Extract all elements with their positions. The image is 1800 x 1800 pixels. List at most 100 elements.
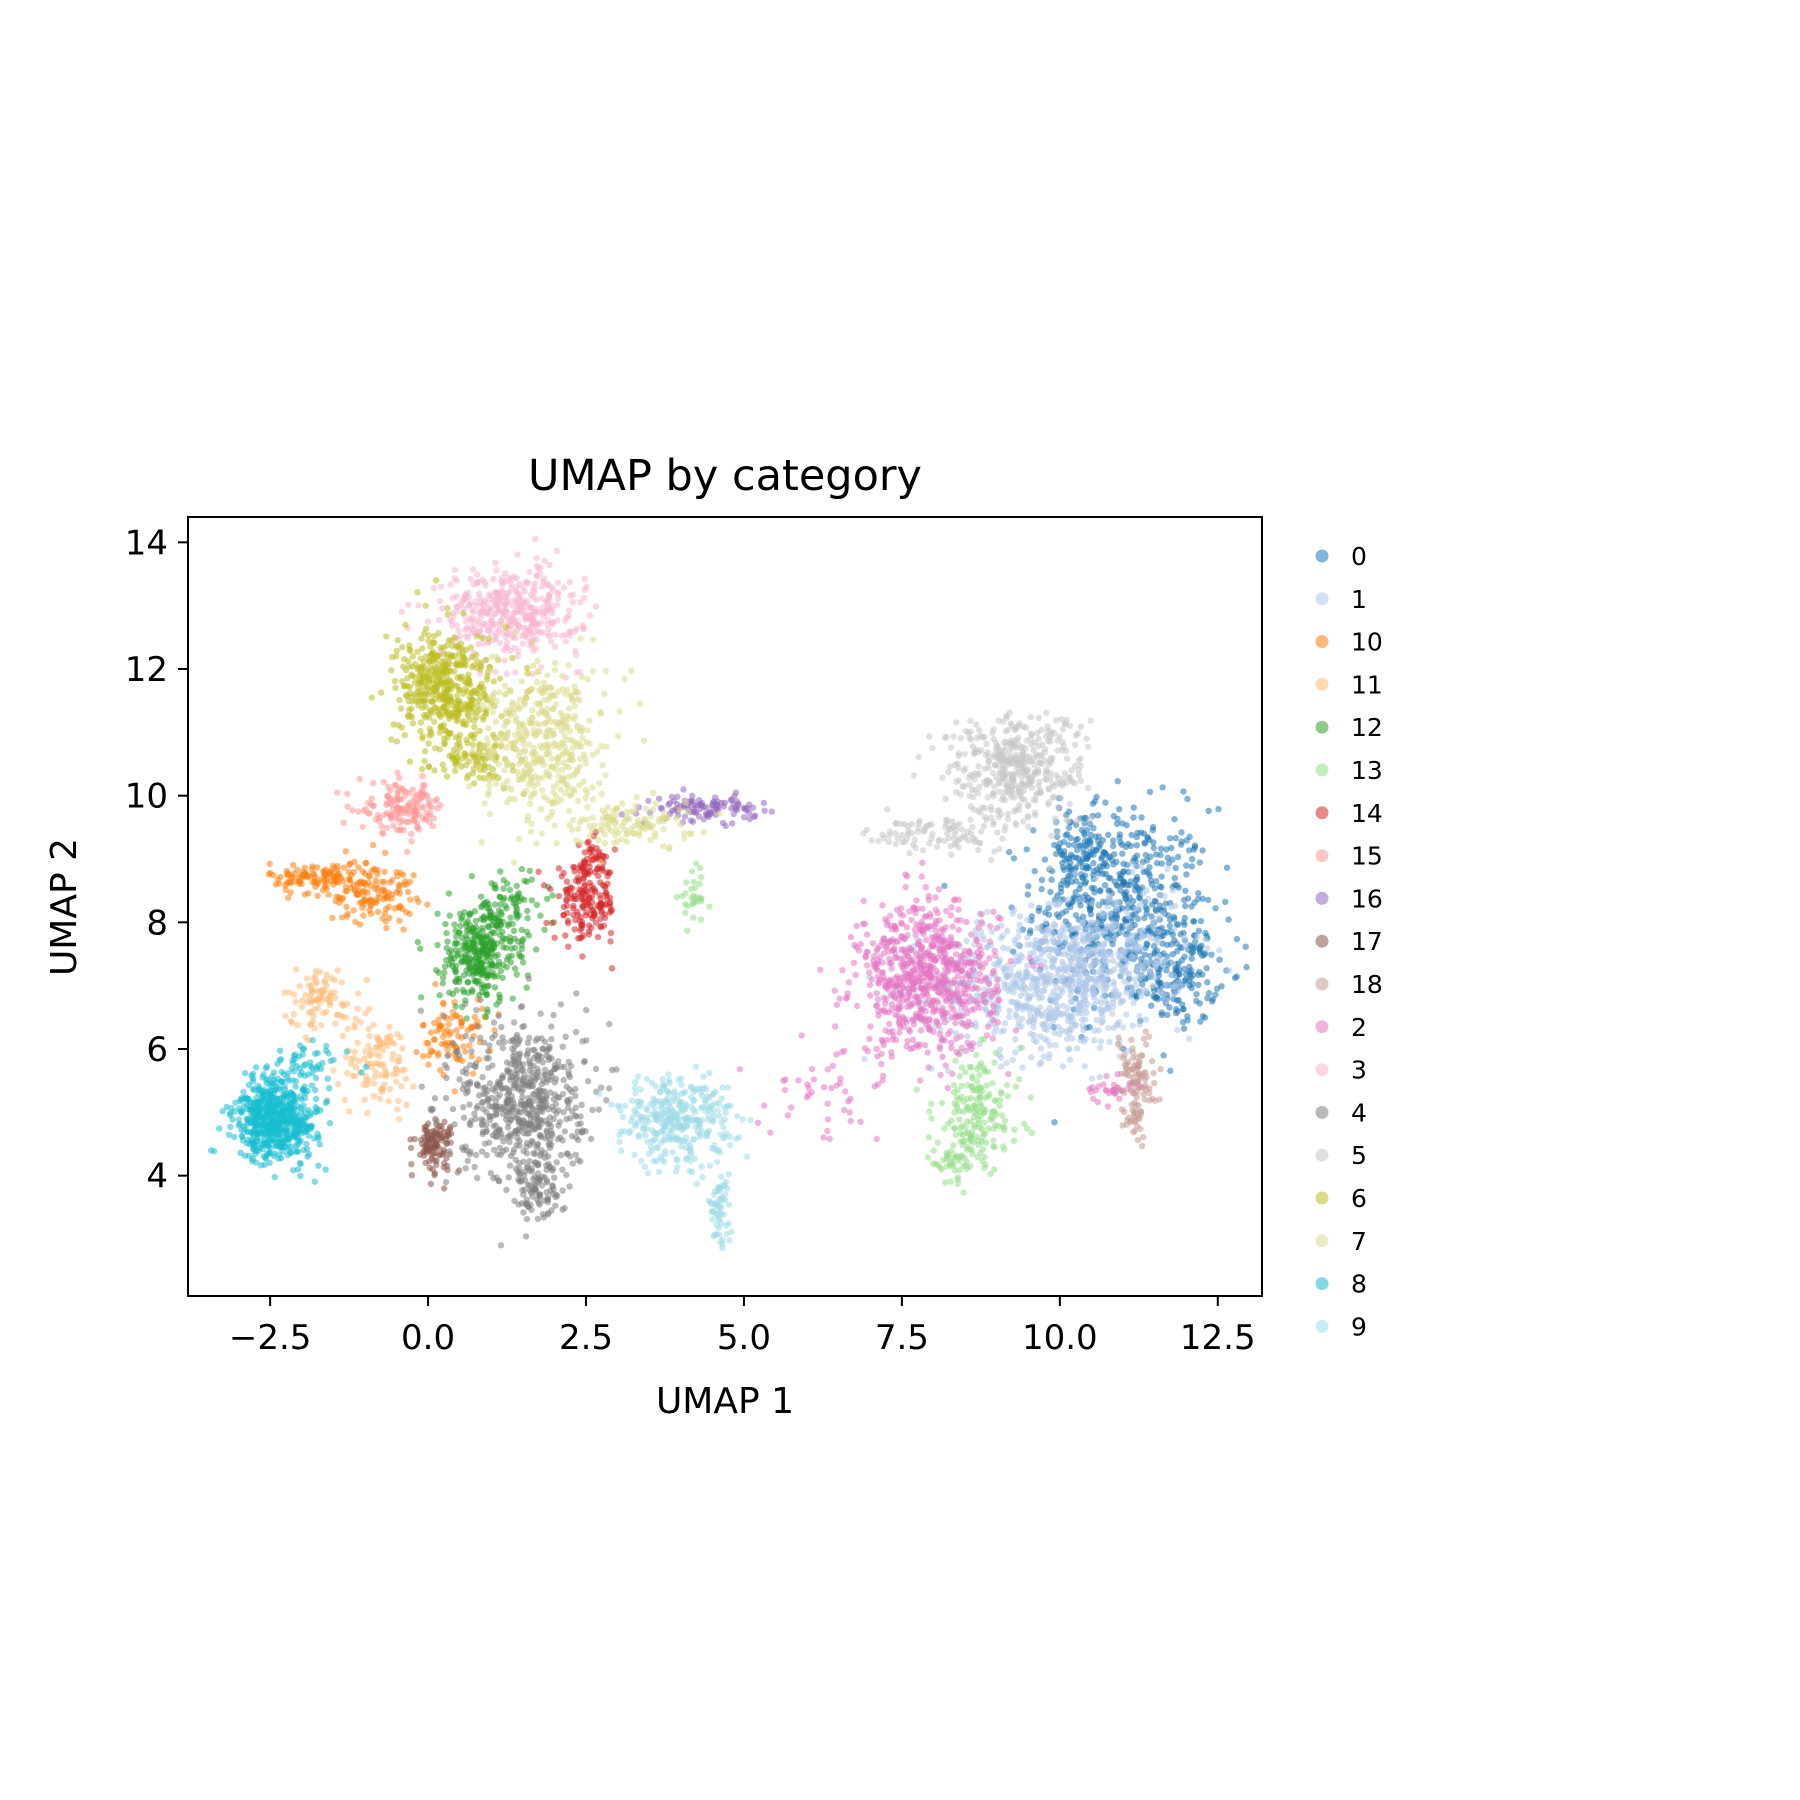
data-point (355, 1057, 363, 1065)
data-point (879, 959, 886, 966)
data-point (991, 1059, 998, 1066)
data-point (1024, 934, 1031, 941)
data-point (949, 1070, 956, 1078)
data-point (944, 1084, 951, 1092)
data-point (989, 970, 997, 977)
data-point (414, 824, 422, 831)
data-point (1105, 923, 1112, 931)
data-point (309, 1017, 317, 1025)
data-point (845, 1098, 852, 1105)
data-point (1067, 867, 1074, 875)
data-point (998, 1090, 1005, 1097)
data-point (934, 941, 941, 948)
data-point (509, 995, 516, 1002)
data-point (503, 577, 510, 585)
data-point (1105, 1024, 1112, 1032)
data-point (523, 984, 530, 991)
data-point (407, 896, 414, 903)
data-point (1110, 936, 1118, 943)
data-point (1098, 913, 1106, 920)
data-point (1140, 1090, 1147, 1098)
data-point (521, 588, 528, 595)
data-point (496, 918, 503, 925)
data-point (396, 917, 403, 924)
data-point (971, 1102, 979, 1110)
data-point (533, 901, 541, 909)
data-point (682, 890, 689, 897)
data-point (555, 865, 563, 872)
data-point (1205, 989, 1213, 997)
series-15-points (334, 769, 444, 855)
data-point (1028, 980, 1036, 987)
data-point (990, 1137, 997, 1144)
data-point (288, 1019, 296, 1026)
data-point (462, 1032, 469, 1040)
data-point (355, 990, 362, 997)
data-point (339, 894, 347, 902)
data-point (265, 871, 273, 878)
data-point (490, 575, 497, 583)
data-point (995, 914, 1002, 921)
data-point (866, 981, 874, 989)
data-point (1122, 922, 1130, 930)
data-point (362, 805, 369, 813)
data-point (964, 1143, 971, 1150)
data-point (1136, 1082, 1143, 1089)
data-point (979, 997, 986, 1004)
data-point (917, 1006, 925, 1014)
data-point (473, 1006, 480, 1014)
data-point (1085, 864, 1092, 871)
data-point (394, 1030, 401, 1038)
data-point (960, 1162, 967, 1170)
data-point (381, 849, 389, 856)
data-point (519, 959, 527, 966)
data-point (1172, 902, 1179, 910)
data-point (562, 638, 569, 645)
data-point (1080, 1026, 1087, 1034)
data-point (1115, 1034, 1122, 1041)
data-point (740, 805, 748, 812)
data-point (1119, 850, 1126, 857)
data-point (1198, 942, 1205, 949)
data-point (955, 926, 962, 934)
data-point (690, 914, 697, 921)
data-point (459, 986, 467, 994)
data-point (986, 938, 994, 945)
data-point (354, 1039, 361, 1046)
data-point (868, 976, 876, 983)
data-point (829, 1062, 837, 1070)
data-point (1188, 955, 1195, 962)
data-point (1100, 987, 1108, 994)
data-point (1106, 910, 1113, 918)
data-point (1172, 864, 1179, 872)
data-point (351, 1048, 358, 1056)
data-point (356, 921, 364, 928)
data-point (1157, 1065, 1164, 1073)
data-point (1079, 864, 1087, 871)
data-point (393, 1078, 400, 1085)
data-point (329, 914, 336, 921)
data-point (1058, 850, 1065, 858)
data-point (1155, 928, 1163, 936)
data-point (1023, 968, 1030, 976)
data-point (518, 945, 526, 953)
data-point (399, 817, 406, 824)
data-point (969, 1073, 976, 1080)
data-point (923, 970, 931, 978)
data-point (374, 811, 382, 819)
data-point (525, 629, 533, 637)
data-point (1175, 996, 1182, 1004)
data-point (497, 577, 505, 585)
data-point (1181, 965, 1188, 973)
data-point (1016, 913, 1024, 920)
data-point (1185, 1035, 1193, 1043)
data-point (380, 1060, 387, 1068)
data-point (528, 897, 536, 904)
data-point (418, 994, 425, 1001)
data-point (1092, 978, 1099, 985)
data-point (782, 1076, 789, 1083)
data-point (513, 882, 520, 890)
data-point (1080, 947, 1088, 955)
data-point (437, 1067, 444, 1074)
data-point (588, 924, 595, 932)
